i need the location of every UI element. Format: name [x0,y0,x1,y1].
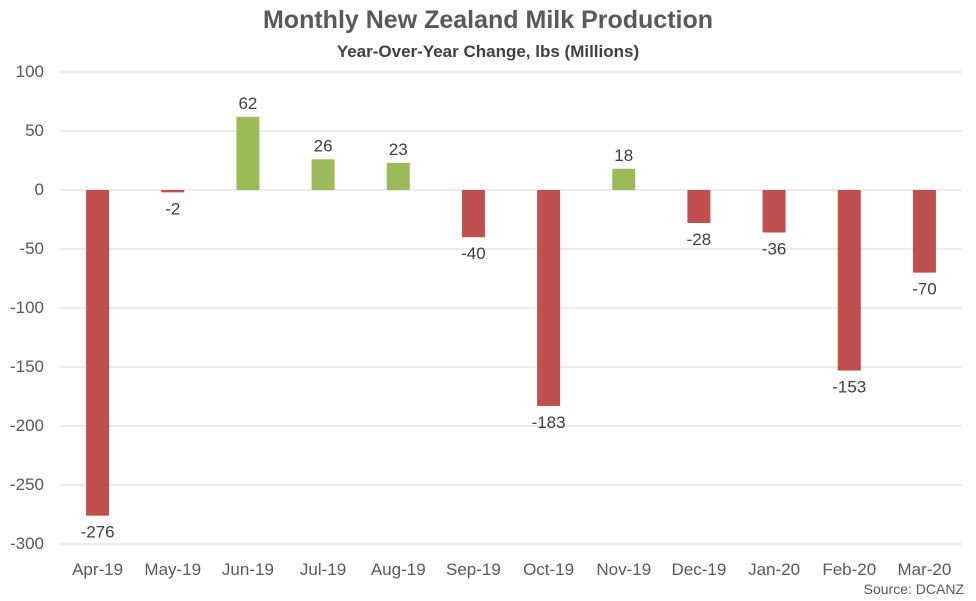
data-label: 23 [389,140,408,159]
y-tick-label: -150 [10,357,44,376]
x-tick-label: Apr-19 [72,560,123,579]
x-tick-label: Jan-20 [748,560,800,579]
y-tick-label: -300 [10,534,44,553]
x-tick-label: Mar-20 [897,560,951,579]
data-label: -276 [81,523,115,542]
x-tick-label: May-19 [144,560,201,579]
data-label: -153 [832,378,866,397]
x-tick-label: Sep-19 [446,560,501,579]
x-tick-label: Aug-19 [371,560,426,579]
data-label: -2 [165,199,180,218]
x-tick-label: Feb-20 [822,560,876,579]
bar [386,162,410,190]
data-label: 26 [314,136,333,155]
y-tick-label: -50 [19,239,44,258]
x-tick-label: Jul-19 [300,560,346,579]
bar [762,190,786,233]
x-tick-label: Nov-19 [596,560,651,579]
y-tick-label: -250 [10,475,44,494]
data-label: -70 [912,280,937,299]
chart-title: Monthly New Zealand Milk Production [262,6,714,34]
data-label: -28 [687,230,712,249]
bar [461,190,485,238]
data-label: 62 [238,94,257,113]
data-label: -183 [532,413,566,432]
data-label: -40 [461,244,486,263]
bar [161,190,185,193]
data-label: -36 [762,239,787,258]
bar [912,190,936,273]
x-tick-label: Oct-19 [523,560,574,579]
y-tick-label: 100 [16,62,44,81]
bar [687,190,711,224]
x-tick-label: Dec-19 [672,560,727,579]
y-tick-label: -200 [10,416,44,435]
source-note: Source: DCANZ [863,581,964,597]
x-tick-label: Jun-19 [222,560,274,579]
y-tick-label: 0 [35,180,44,199]
bar [86,190,110,516]
bar [311,159,335,190]
data-label: 18 [614,146,633,165]
bar [537,190,561,406]
y-tick-label: -100 [10,298,44,317]
chart-subtitle: Year-Over-Year Change, lbs (Millions) [336,42,640,61]
bar [612,168,636,190]
bar [236,116,260,190]
y-tick-label: 50 [25,121,44,140]
bar [837,190,861,371]
